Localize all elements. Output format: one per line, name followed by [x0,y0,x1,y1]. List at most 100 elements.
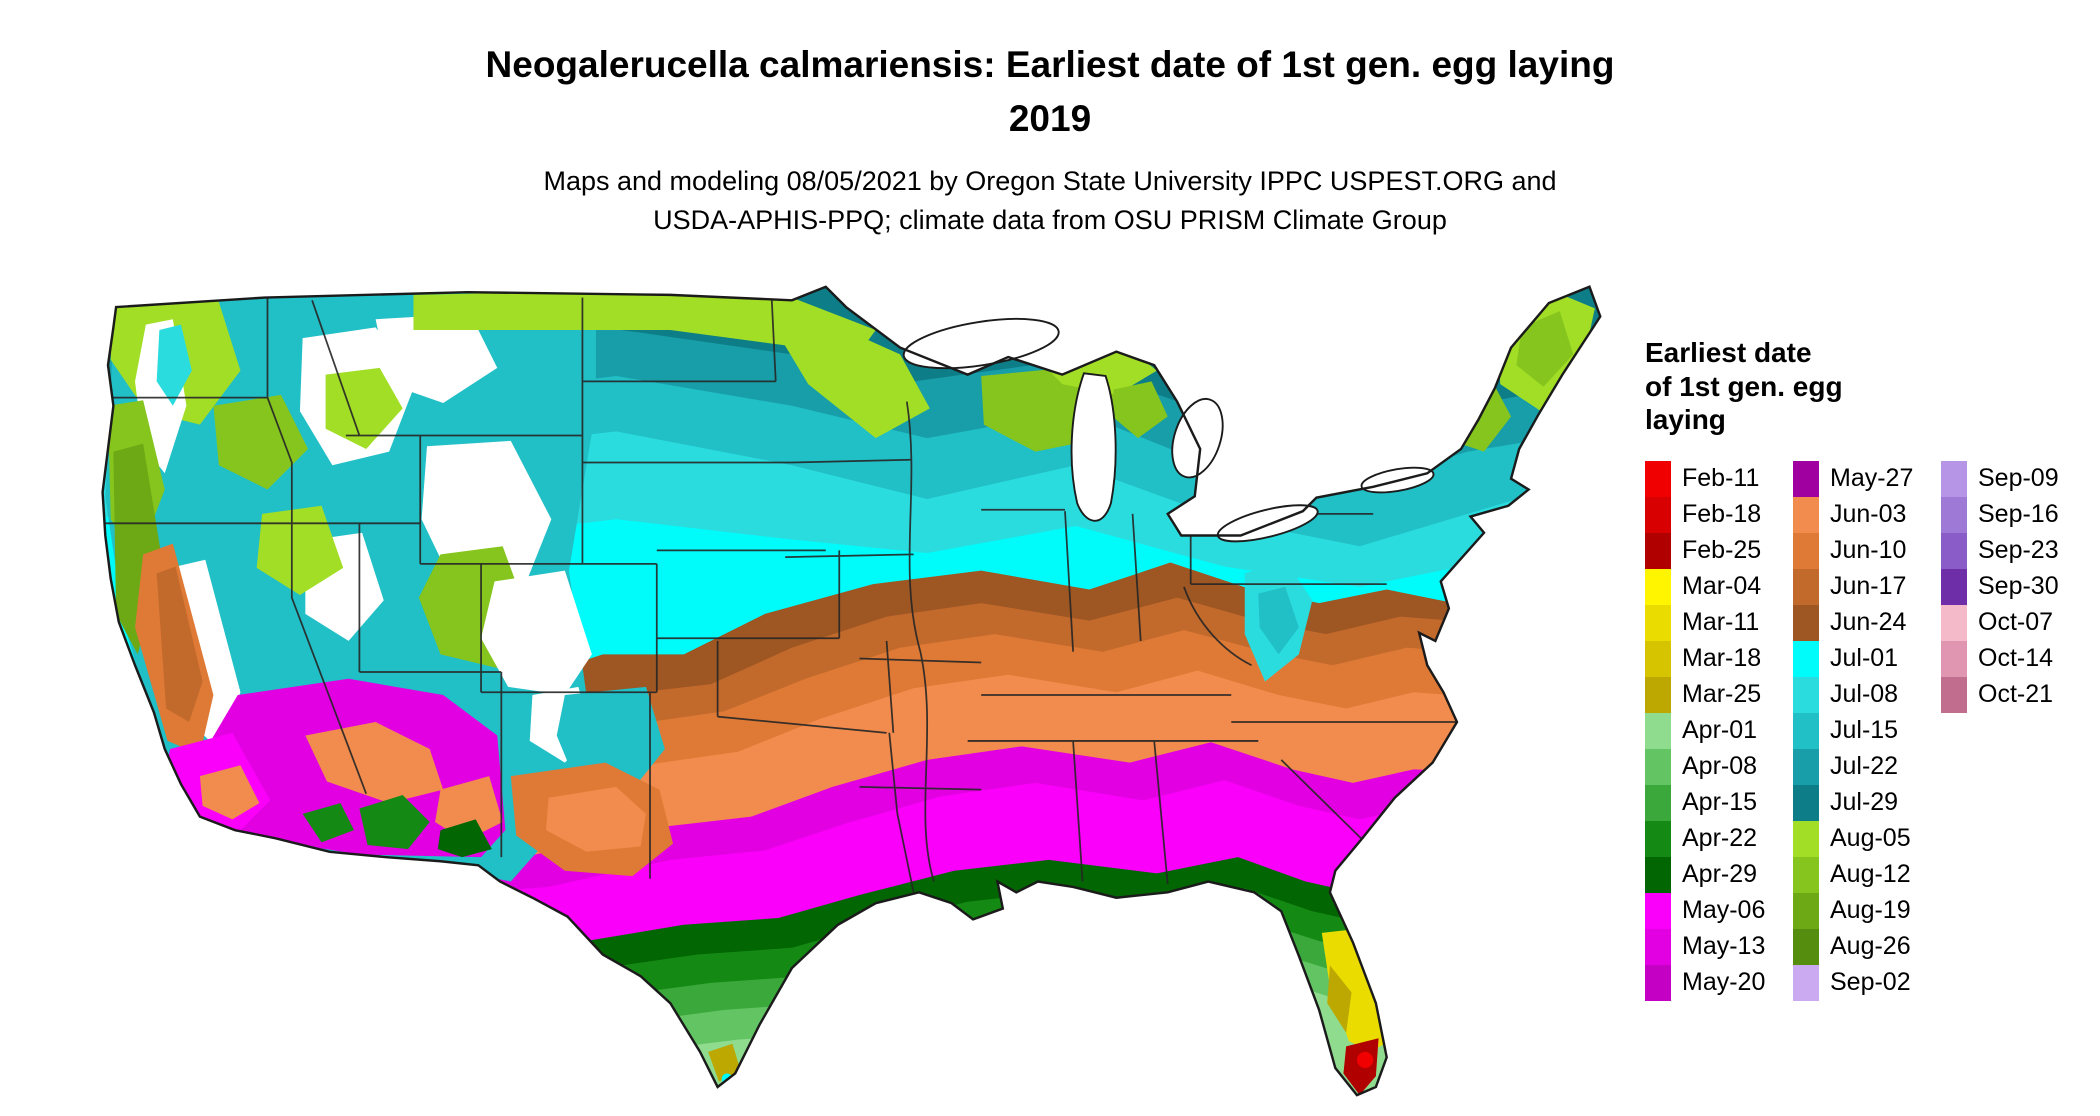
subtitle-block: Maps and modeling 08/05/2021 by Oregon S… [0,166,2100,236]
legend-label: Feb-25 [1682,536,1762,565]
color-patch [325,367,403,449]
legend-label: Sep-02 [1830,968,1911,997]
legend-label: Aug-26 [1830,932,1911,961]
legend-label: Jul-15 [1830,716,1899,745]
legend-item: Jun-17 [1793,568,1933,605]
legend-label: Aug-12 [1830,860,1911,889]
legend-swatch [1645,676,1671,713]
color-patch [199,765,260,820]
legend-swatch [1793,856,1819,893]
legend-swatch [1793,460,1819,497]
legend-swatch [1793,928,1819,965]
legend-label: Apr-01 [1682,716,1758,745]
legend-title-line1: Earliest date [1645,337,1812,368]
legend-swatch [1793,640,1819,677]
legend-column: May-27 Jun-03 Jun-10 Jun-17 Jun-24 Jul-01 Jul-… [1793,460,1933,1001]
legend-swatch [1941,568,1967,605]
legend-label: Apr-15 [1682,788,1758,817]
legend-item: Apr-29 [1645,856,1785,893]
color-patch [1516,311,1574,387]
legend-swatch [1941,676,1967,713]
legend-swatch [1793,568,1819,605]
legend-swatch [1645,568,1671,605]
legend-item: Mar-25 [1645,676,1785,713]
legend-label: Oct-14 [1978,644,2054,673]
legend-swatch [1645,496,1671,533]
legend-swatch [1941,604,1967,641]
color-patch [1112,381,1168,439]
us-phenology-map [101,285,1602,1097]
legend-item: Sep-16 [1941,496,2081,533]
color-band [102,919,1601,1096]
legend-item: Aug-26 [1793,928,1933,965]
legend-label: Jul-29 [1830,788,1899,817]
legend-label: Aug-05 [1830,824,1911,853]
map-title-line2: 2019 [1008,98,1092,139]
legend-title: Earliest date of 1st gen. egg laying [1645,336,2095,437]
legend-swatch [1793,532,1819,569]
legend-swatch [1793,676,1819,713]
color-patch [413,289,876,371]
legend-swatch [1941,640,1967,677]
legend-label: May-13 [1682,932,1766,961]
color-patch [481,570,592,695]
legend-swatch [1645,460,1671,497]
legend-item: Jun-03 [1793,496,1933,533]
legend-title-line3: laying [1645,404,1726,436]
legend-item: Aug-19 [1793,892,1933,929]
legend-label: May-27 [1830,464,1914,493]
legend-swatch [1793,892,1819,929]
legend-item: Oct-07 [1941,604,2081,641]
legend-item: Oct-21 [1941,676,2081,713]
color-patch [375,313,498,404]
legend-swatch [1645,604,1671,641]
legend-label: Sep-30 [1978,572,2059,601]
legend-swatch [1941,532,1967,569]
legend-swatch [1793,964,1819,1001]
map-subtitle-line2: USDA-APHIS-PPQ; climate data from OSU PR… [653,205,1447,235]
legend-label: Oct-07 [1978,608,2054,637]
legend-item: Jul-22 [1793,748,1933,785]
legend-item: Apr-08 [1645,748,1785,785]
color-patch [359,795,430,850]
legend-item: Mar-11 [1645,604,1785,641]
color-patch [1258,586,1299,655]
legend-label: Jul-22 [1830,752,1899,781]
legend-column: Sep-09 Sep-16 Sep-23 Sep-30 Oct-07 Oct-14 Oct-… [1941,460,2081,1001]
legend-item: Jun-10 [1793,532,1933,569]
lake-michigan [1070,372,1117,522]
map-color-regions [102,286,1601,1096]
legend-item: Mar-18 [1645,640,1785,677]
legend-item: Jul-29 [1793,784,1933,821]
legend-label: Sep-16 [1978,500,2059,529]
legend-item: Apr-15 [1645,784,1785,821]
legend-label: Apr-22 [1682,824,1758,853]
legend-item: May-13 [1645,928,1785,965]
legend-swatch [1645,784,1671,821]
legend-swatch [1793,784,1819,821]
legend-swatch [1941,496,1967,533]
legend-item: May-20 [1645,964,1785,1001]
legend-item: Sep-09 [1941,460,2081,497]
legend-swatch [1793,748,1819,785]
legend-item: Jul-08 [1793,676,1933,713]
legend-item: Feb-11 [1645,460,1785,497]
legend-swatch [1941,460,1967,497]
legend-label: May-06 [1682,896,1766,925]
legend-swatch [1793,604,1819,641]
legend-swatch [1645,964,1671,1001]
legend-item: Jul-15 [1793,712,1933,749]
legend-item: Sep-02 [1793,964,1933,1001]
legend-swatch [1645,532,1671,569]
legend-label: Feb-18 [1682,500,1762,529]
map-title-line1: Neogalerucella calmariensis: Earliest da… [485,44,1615,85]
legend-swatch [1645,712,1671,749]
legend-item: Apr-01 [1645,712,1785,749]
legend-label: May-20 [1682,968,1766,997]
legend-label: Jun-17 [1830,572,1907,601]
color-patch [305,722,444,804]
color-patch [435,776,503,841]
legend-label: Jul-08 [1830,680,1899,709]
legend-label: Sep-09 [1978,464,2059,493]
color-patch [256,505,344,595]
